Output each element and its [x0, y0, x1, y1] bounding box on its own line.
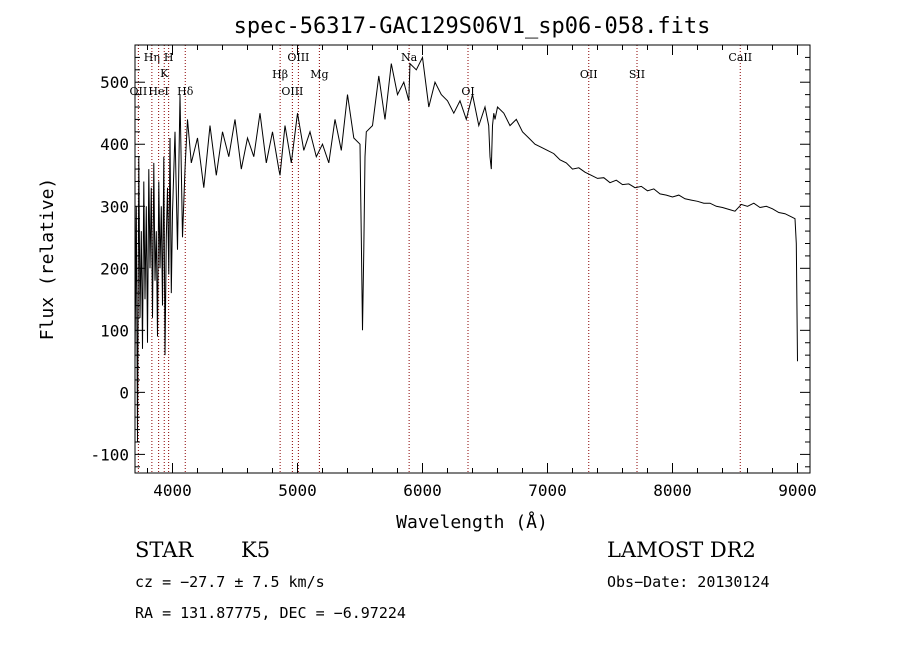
axis-ticks: 4000 5000 6000 7000 8000 9000 -100 0 100 200 300 40…	[90, 44, 817, 500]
spectral-line-label: K	[160, 67, 169, 80]
y-tick-label: -100	[90, 445, 129, 464]
chart-title: spec-56317-GAC129S06V1_sp06-058.fits	[234, 14, 711, 39]
spectrum-line	[134, 55, 798, 443]
spectral-line-label: OIII	[287, 51, 309, 64]
x-axis-label: Wavelength (Å)	[396, 511, 548, 533]
spectral-line-label: Hβ	[272, 68, 288, 81]
y-tick-label: 100	[100, 321, 129, 340]
spectral-line-label: Hδ	[177, 85, 194, 98]
coordinates: RA = 131.87775, DEC = −6.97224	[135, 604, 406, 622]
y-axis-label: Flux (relative)	[37, 178, 58, 341]
spectral-line-label: OIII	[281, 85, 303, 98]
spectral-line-label: CaII	[728, 51, 752, 64]
x-tick-label: 7000	[528, 481, 567, 500]
spectral-line-label: Na	[401, 51, 418, 64]
object-subclass: K5	[241, 538, 271, 562]
spectral-line-label: OII	[130, 85, 148, 98]
survey-label: LAMOST DR2	[607, 538, 756, 562]
x-tick-label: 8000	[653, 481, 692, 500]
redshift-velocity: cz = −27.7 ± 7.5 km/s	[135, 573, 325, 591]
spectral-line-label: Mg	[310, 68, 328, 81]
object-class: STAR	[135, 538, 194, 562]
x-tick-label: 6000	[403, 481, 442, 500]
y-tick-label: 200	[100, 259, 129, 278]
spectral-line-label: HeI	[148, 85, 168, 98]
y-tick-label: 500	[100, 73, 129, 92]
observation-date: Obs−Date: 20130124	[607, 573, 770, 591]
spectral-line-label: SII	[629, 68, 645, 81]
spectral-line-label: OI	[461, 85, 474, 98]
x-tick-label: 9000	[778, 481, 817, 500]
x-tick-label: 5000	[278, 481, 317, 500]
spectrum-plot: spec-56317-GAC129S06V1_sp06-058.fits OII…	[37, 14, 817, 533]
x-tick-label: 4000	[153, 481, 192, 500]
plot-frame	[134, 44, 811, 474]
spectral-line-label: H	[164, 51, 174, 64]
spectral-line-label: OII	[580, 68, 598, 81]
y-tick-label: 400	[100, 135, 129, 154]
y-tick-label: 300	[100, 197, 129, 216]
y-tick-label: 0	[119, 383, 129, 402]
spectral-line-label: Hη	[144, 51, 160, 64]
